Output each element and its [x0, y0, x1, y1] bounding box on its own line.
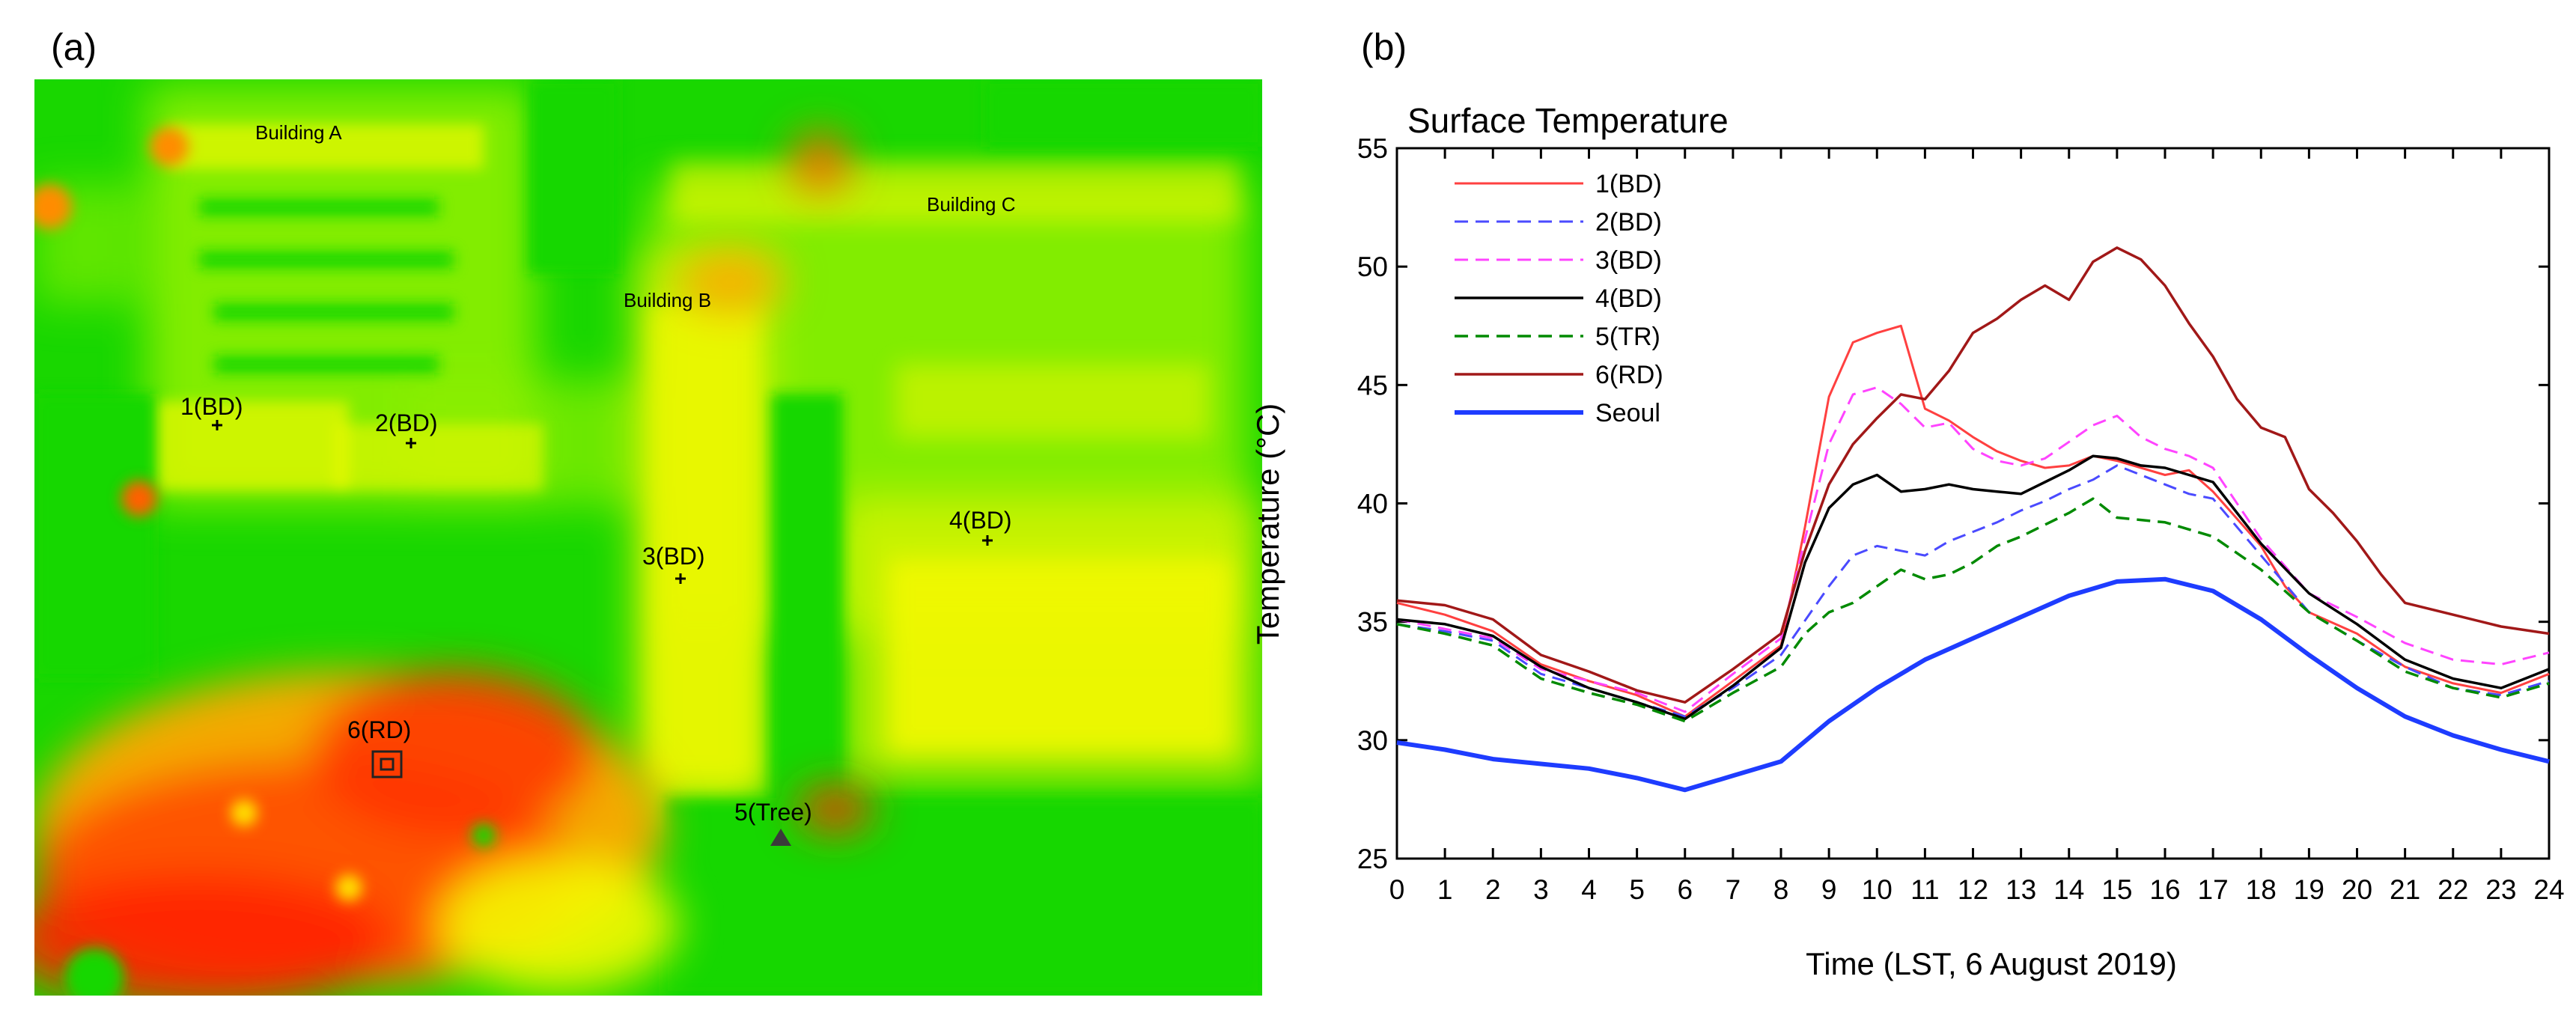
- point-3-label: 3(BD): [642, 543, 705, 570]
- x-tick-label: 17: [2198, 874, 2229, 905]
- x-tick-label: 20: [2342, 874, 2372, 905]
- series-line-seoul: [1396, 576, 2550, 793]
- point-1-label: 1(BD): [180, 393, 243, 420]
- y-tick-label: 55: [1357, 133, 1388, 164]
- building-a-label: Building A: [255, 121, 342, 144]
- y-tick-labels: 25 30 35 40 45 50 55: [1357, 133, 1388, 874]
- thermal-map-image: Building A Building B Building C 1(BD) 2…: [4, 79, 1262, 1008]
- chart-title: Surface Temperature: [1407, 101, 1729, 140]
- x-tick-label: 18: [2246, 874, 2277, 905]
- y-tick-label: 35: [1357, 607, 1388, 638]
- x-tick-label: 7: [1726, 874, 1741, 905]
- panel-a-label: (a): [51, 26, 97, 68]
- x-tick-label: 14: [2053, 874, 2084, 905]
- plot-area: [1395, 147, 2551, 860]
- y-tick-label: 25: [1357, 844, 1388, 874]
- point-6-label: 6(RD): [347, 716, 411, 743]
- y-tick-label: 30: [1357, 725, 1388, 756]
- series-line-6-rd: [1396, 246, 2550, 704]
- x-tick-label: 1: [1437, 874, 1453, 905]
- x-tick-label: 0: [1389, 874, 1405, 905]
- legend-label: 6(RD): [1595, 361, 1663, 389]
- x-tick-label: 15: [2101, 874, 2132, 905]
- point-1-marker: [212, 420, 222, 430]
- point-4-label: 4(BD): [949, 507, 1012, 534]
- y-tick-label: 50: [1357, 252, 1388, 282]
- series-line-3-bd: [1396, 386, 2550, 713]
- x-tick-label: 4: [1581, 874, 1597, 905]
- x-tick-label: 22: [2438, 874, 2468, 905]
- x-axis-label: Time (LST, 6 August 2019): [1806, 946, 2177, 981]
- x-tick-label: 10: [1862, 874, 1893, 905]
- x-tick-label: 5: [1629, 874, 1645, 905]
- point-4-marker: [982, 535, 993, 546]
- x-tick-label: 13: [2006, 874, 2036, 905]
- x-tick-label: 24: [2533, 874, 2564, 905]
- building-b-label: Building B: [624, 289, 711, 311]
- point-5-marker: [770, 829, 791, 846]
- point-2-label: 2(BD): [375, 409, 438, 436]
- x-tick-label: 16: [2149, 874, 2180, 905]
- point-6-marker: [371, 750, 403, 778]
- x-tick-label: 3: [1533, 874, 1549, 905]
- series-line-4-bd: [1396, 454, 2550, 721]
- x-tick-label: 6: [1677, 874, 1693, 905]
- legend-label: 5(TR): [1595, 323, 1660, 351]
- x-tick-labels: 0 1 2 3 4 5 6 7 8 9 10 11 12 13 14 15 16 17 18 19 20 21 22 23 24: [1389, 874, 2565, 905]
- legend-label: 1(BD): [1595, 170, 1662, 198]
- x-tick-label: 19: [2294, 874, 2324, 905]
- y-tick-label: 40: [1357, 489, 1388, 519]
- panel-b-label: (b): [1361, 26, 1407, 68]
- plot-border: [1395, 147, 2551, 860]
- series-line-1-bd: [1396, 324, 2550, 718]
- legend-label: Seoul: [1595, 399, 1660, 427]
- x-tick-label: 11: [1910, 874, 1939, 905]
- point-2-marker: [406, 438, 416, 448]
- series-lines: [1396, 246, 2550, 793]
- series-line-5-tr: [1396, 497, 2550, 723]
- legend-label: 2(BD): [1595, 208, 1662, 237]
- x-tick-label: 9: [1821, 874, 1837, 905]
- legend-label: 4(BD): [1595, 284, 1662, 313]
- x-tick-label: 12: [1958, 874, 1988, 905]
- axis-ticks: [1395, 147, 2551, 860]
- building-c-label: Building C: [927, 193, 1016, 216]
- legend: 1(BD) 2(BD) 3(BD) 4(BD) 5(TR) 6(RD) Seoul: [1455, 170, 1663, 427]
- x-tick-label: 21: [2390, 874, 2420, 905]
- x-tick-label: 2: [1485, 874, 1501, 905]
- y-tick-label: 45: [1357, 370, 1388, 400]
- point-5-label: 5(Tree): [734, 799, 812, 826]
- x-tick-label: 23: [2485, 874, 2516, 905]
- y-axis-label: Temperature (°C): [1250, 403, 1285, 645]
- x-tick-label: 8: [1773, 874, 1789, 905]
- thermal-map: Building A Building B Building C 1(BD) 2…: [4, 79, 1262, 1008]
- legend-label: 3(BD): [1595, 246, 1662, 275]
- point-3-marker: [675, 573, 686, 584]
